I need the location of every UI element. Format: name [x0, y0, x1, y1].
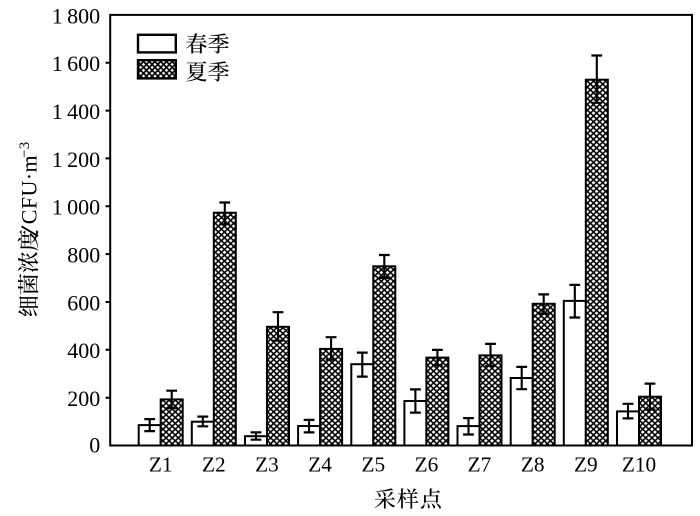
- svg-text:400: 400: [67, 338, 100, 363]
- svg-text:Z10: Z10: [622, 453, 656, 477]
- svg-text:Z5: Z5: [361, 453, 385, 477]
- svg-text:600: 600: [67, 290, 100, 315]
- svg-text:Z8: Z8: [521, 453, 545, 477]
- svg-text:0: 0: [89, 432, 100, 457]
- svg-text:Z4: Z4: [308, 453, 332, 477]
- svg-text:Z9: Z9: [574, 453, 598, 477]
- svg-text:1 000: 1 000: [52, 195, 100, 220]
- svg-text:−3: −3: [17, 142, 33, 158]
- svg-text:Z7: Z7: [468, 453, 492, 477]
- svg-text:Z1: Z1: [149, 453, 173, 477]
- svg-text:Z6: Z6: [415, 453, 439, 477]
- svg-text:Z3: Z3: [255, 453, 279, 477]
- svg-text:1 200: 1 200: [52, 147, 100, 172]
- svg-text:1 400: 1 400: [52, 99, 100, 124]
- svg-text:1 600: 1 600: [52, 51, 100, 76]
- svg-text:1 800: 1 800: [52, 3, 100, 28]
- svg-text:CFU·m: CFU·m: [17, 155, 42, 224]
- svg-text:800: 800: [67, 243, 100, 268]
- svg-text:Z2: Z2: [202, 453, 226, 477]
- svg-text:200: 200: [67, 386, 100, 411]
